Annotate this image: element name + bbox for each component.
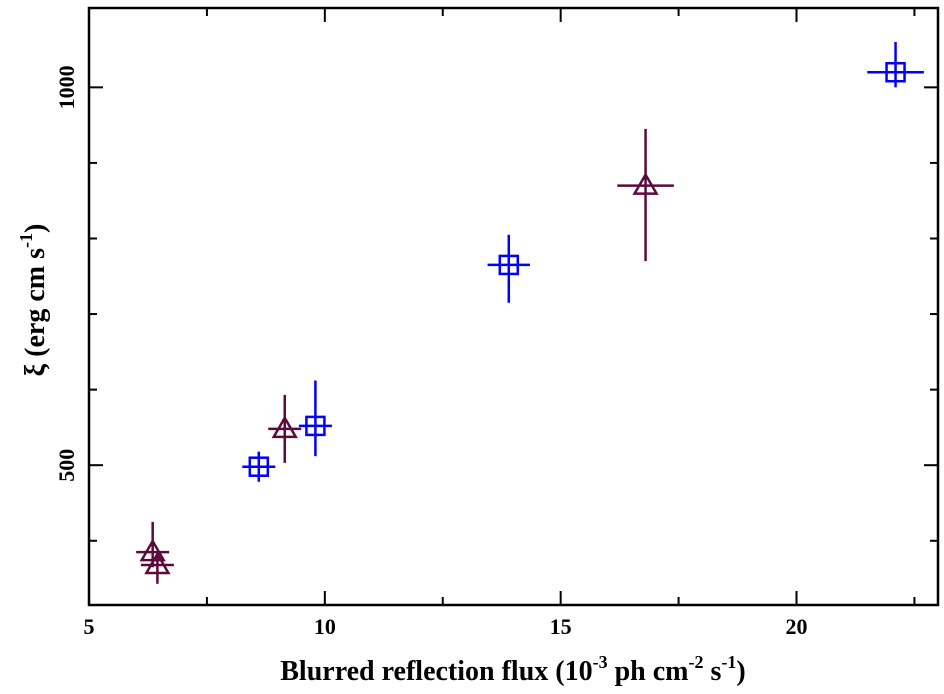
x-tick-label: 15 bbox=[550, 614, 572, 639]
axis-tick-labels: 5 10 15 20 500 1000 bbox=[54, 65, 808, 639]
x-axis-title: Blurred reflection flux (10-3 ph cm-2 s-… bbox=[280, 652, 746, 687]
triangle-marker bbox=[144, 551, 171, 575]
square-marker bbox=[498, 254, 520, 276]
square-data-point bbox=[867, 42, 924, 88]
triangle-data-point bbox=[617, 128, 674, 262]
data-points bbox=[136, 42, 924, 584]
plot-frame bbox=[87, 6, 940, 607]
y-axis-title: ξ (erg cm s-1) bbox=[16, 224, 51, 377]
triangle-marker bbox=[632, 172, 659, 195]
square-data-point bbox=[487, 234, 531, 303]
triangle-data-point bbox=[140, 551, 174, 584]
x-tick-label: 20 bbox=[786, 614, 808, 639]
y-tick-label: 1000 bbox=[54, 65, 79, 109]
axis-ticks bbox=[88, 8, 938, 605]
square-marker bbox=[305, 415, 326, 437]
x-tick-label: 10 bbox=[314, 614, 336, 639]
triangle-marker bbox=[271, 415, 298, 439]
square-data-point bbox=[242, 451, 276, 482]
square-marker bbox=[248, 456, 270, 477]
square-marker bbox=[885, 61, 906, 83]
y-tick-label: 500 bbox=[54, 449, 79, 482]
triangle-data-point bbox=[268, 394, 302, 463]
x-tick-label: 5 bbox=[84, 614, 95, 639]
square-data-point bbox=[298, 380, 332, 457]
